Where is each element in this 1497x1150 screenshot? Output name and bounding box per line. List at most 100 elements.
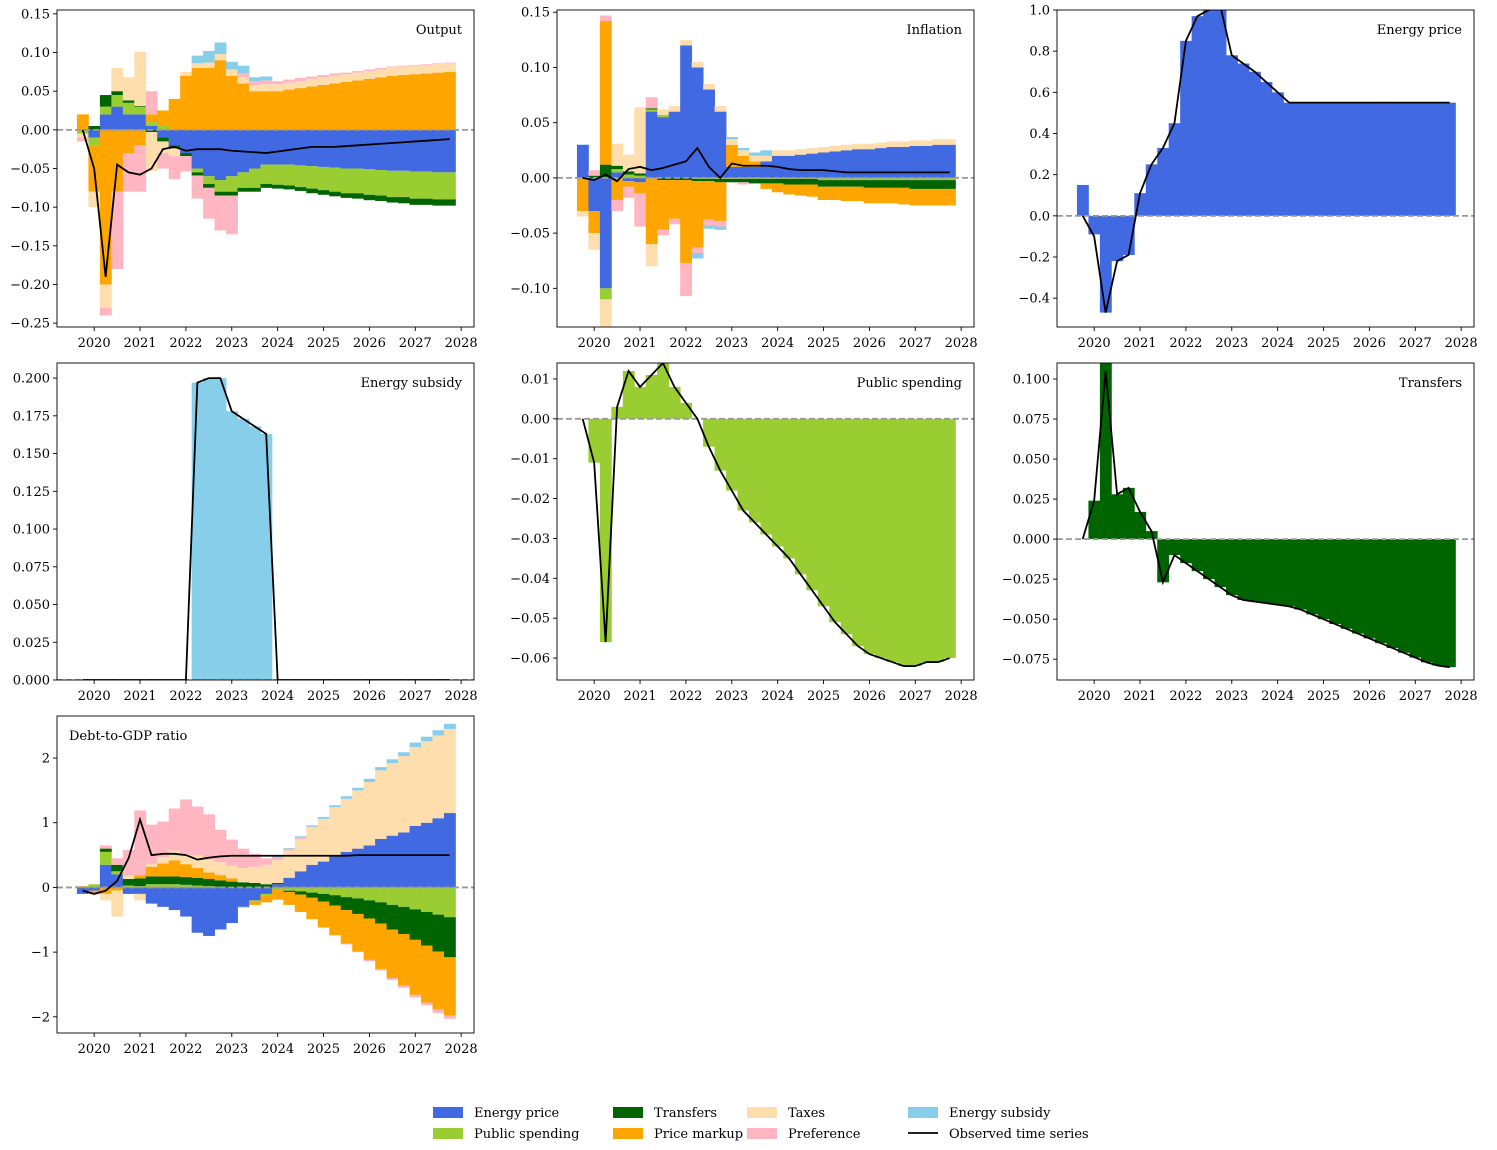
panel-title: Public spending (857, 376, 962, 391)
bar-segment (111, 864, 124, 872)
bar-segment (737, 150, 750, 156)
bar-segment (1180, 40, 1193, 216)
bar-segment (398, 934, 410, 986)
x-tick-label: 2021 (123, 336, 156, 351)
bar-segment (645, 97, 658, 109)
bar-segment (806, 184, 819, 197)
bar-segment (145, 866, 158, 877)
plot-area (57, 42, 474, 316)
bar-segment (840, 180, 853, 187)
bar-segment (1111, 494, 1124, 540)
bar-segment (203, 859, 215, 873)
bar-segment (714, 106, 727, 112)
bar-segment (191, 806, 204, 856)
y-tick-label: 0.2 (1029, 168, 1050, 183)
y-tick-label: 0.100 (13, 523, 50, 538)
bar-segment (421, 912, 433, 946)
bar-segment (898, 180, 910, 188)
bar-segment (657, 363, 670, 419)
y-tick-label: 0.075 (13, 560, 50, 575)
bar-segment (432, 914, 445, 952)
bar-segment (180, 877, 193, 885)
bar-segment (421, 945, 433, 1003)
bar-segment (726, 137, 738, 140)
bar-segment (203, 176, 215, 184)
x-tick-label: 2026 (1353, 689, 1386, 704)
bar-segment (386, 835, 399, 888)
bar-segment (1099, 363, 1112, 540)
bar-segment (443, 172, 456, 200)
axes-frame (56, 715, 475, 1034)
bar-segment (921, 188, 933, 206)
bar-segment (260, 858, 273, 865)
bar-segment (294, 836, 307, 838)
bar-segment (863, 418, 876, 655)
bar-segment (875, 418, 888, 659)
bar-segment (271, 164, 284, 185)
bar-segment (943, 188, 956, 206)
bar-segment (1180, 539, 1193, 564)
bar-segment (340, 796, 353, 799)
bar-segment (863, 177, 876, 181)
bar-segment (329, 83, 342, 130)
bar-segment (76, 886, 89, 888)
x-tick-label: 2020 (1078, 336, 1111, 351)
x-tick-label: 2025 (307, 336, 340, 351)
bar-segment (932, 188, 945, 206)
bar-segment (1432, 539, 1445, 666)
bar-segment (386, 75, 399, 130)
bar-segment (283, 129, 296, 165)
y-tick-label: 0.15 (21, 7, 50, 22)
bar-segment (806, 153, 819, 178)
x-tick-label: 2022 (669, 689, 702, 704)
bar-segment (363, 78, 376, 130)
bar-segment (1421, 102, 1433, 216)
bar-segment (1329, 102, 1342, 216)
panel-title: Debt-to-GDP ratio (69, 729, 188, 744)
bar-segment (168, 884, 181, 888)
bar-segment (363, 845, 376, 888)
bar-segment (443, 957, 456, 1016)
bar-segment (817, 418, 830, 607)
bar-segment (375, 887, 388, 903)
bar-segment (737, 148, 750, 151)
x-tick-label: 2025 (307, 1042, 340, 1057)
bar-segment (226, 69, 238, 76)
bar-segment (1294, 102, 1307, 216)
bar-segment (157, 110, 170, 126)
bar-segment (398, 170, 410, 198)
bar-segment (645, 108, 658, 110)
bar-segment (622, 174, 635, 178)
bar-segment (214, 60, 227, 130)
bar-segment (409, 887, 422, 910)
bar-segment (352, 913, 365, 952)
bar-segment (409, 65, 422, 75)
observed-line (582, 146, 950, 183)
bar-segment (443, 1015, 456, 1019)
bar-segment (191, 67, 204, 130)
bar-segment (226, 887, 238, 924)
bar-segment (340, 897, 353, 911)
y-tick-label: 0.050 (1013, 453, 1050, 468)
bar-segment (99, 307, 112, 316)
bar-segment (443, 887, 456, 918)
bar-segment (283, 164, 296, 186)
x-tick-label: 2022 (169, 336, 202, 351)
bar-segment (611, 199, 624, 212)
bar-segment (1306, 539, 1319, 615)
bar-segment (909, 145, 922, 178)
y-tick-label: 0.8 (1029, 45, 1050, 60)
x-tick-label: 2023 (715, 689, 748, 704)
bar-segment (237, 418, 250, 680)
bar-segment (317, 166, 330, 191)
bar-segment (1145, 164, 1158, 216)
bar-segment (329, 191, 342, 197)
bar-segment (875, 187, 888, 204)
bar-segment (168, 876, 181, 885)
bar-segment (157, 876, 170, 885)
bar-segment (443, 199, 456, 206)
legend: Energy price Public spending Transfers Pric… (433, 1106, 1089, 1142)
bar-segment (714, 220, 727, 227)
bar-segment (306, 887, 319, 893)
bar-segment (283, 847, 296, 849)
